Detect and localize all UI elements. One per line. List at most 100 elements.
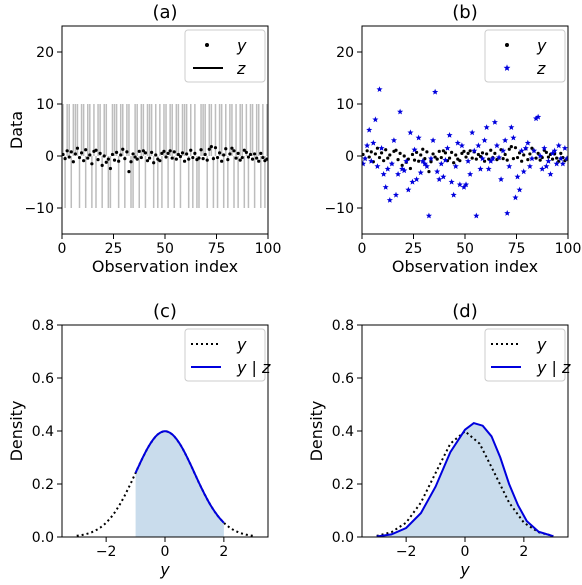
y-point bbox=[207, 147, 211, 151]
y-tick-label: 0.8 bbox=[332, 318, 354, 334]
z-point bbox=[364, 142, 371, 149]
y-point bbox=[530, 146, 534, 150]
y-point bbox=[478, 154, 483, 159]
z-point bbox=[465, 158, 472, 164]
y-point bbox=[257, 159, 261, 163]
z-point bbox=[547, 171, 554, 177]
x-tick-label: 25 bbox=[105, 241, 123, 257]
z-point bbox=[456, 181, 463, 188]
y-point bbox=[230, 146, 234, 150]
z-point bbox=[463, 181, 470, 188]
y-point bbox=[170, 156, 174, 160]
y-point bbox=[408, 166, 413, 171]
y-point bbox=[62, 152, 65, 157]
z-point bbox=[485, 165, 492, 172]
y-point bbox=[199, 148, 203, 152]
y-point bbox=[222, 153, 226, 157]
y-tick-label: 0.0 bbox=[32, 530, 54, 546]
y-point bbox=[377, 155, 382, 160]
z-point bbox=[428, 155, 435, 162]
panel-c: (c) −2 0 2 0.8 0.6 0.4 0.2 0.0 y Density y y | z bbox=[7, 301, 271, 579]
y-point bbox=[379, 151, 384, 155]
y-point bbox=[180, 151, 185, 155]
y-point bbox=[178, 154, 183, 159]
z-point bbox=[392, 191, 399, 198]
y-point bbox=[102, 154, 106, 158]
y-point bbox=[255, 156, 259, 160]
z-point bbox=[498, 176, 505, 182]
y-point bbox=[100, 163, 104, 167]
z-point bbox=[512, 194, 519, 201]
y-point bbox=[419, 153, 423, 157]
y-point bbox=[441, 149, 445, 153]
density-fill bbox=[376, 423, 554, 537]
plot-area bbox=[376, 421, 554, 537]
legend: yz bbox=[184, 29, 266, 83]
z-point bbox=[370, 139, 377, 146]
legend-label: z bbox=[236, 59, 246, 78]
panel-title: (d) bbox=[452, 301, 477, 322]
z-point bbox=[502, 137, 509, 143]
y-point bbox=[121, 147, 125, 151]
legend-frame bbox=[184, 29, 266, 83]
z-point bbox=[524, 139, 531, 146]
x-tick-label: 0 bbox=[161, 544, 170, 560]
y-point bbox=[534, 156, 538, 160]
y-tick-label: 0.8 bbox=[32, 318, 54, 334]
z-point bbox=[553, 160, 560, 167]
y-point bbox=[503, 152, 507, 157]
y-point bbox=[406, 157, 410, 161]
y-point bbox=[487, 157, 491, 161]
z-point bbox=[446, 132, 453, 138]
z-point bbox=[495, 154, 502, 161]
y-point bbox=[423, 157, 427, 161]
y-point bbox=[470, 156, 474, 160]
y-point bbox=[412, 158, 417, 162]
z-point bbox=[384, 165, 391, 172]
y-point bbox=[182, 159, 187, 163]
z-point bbox=[458, 142, 465, 149]
y-tick-label: 0.2 bbox=[32, 477, 54, 493]
z-point bbox=[514, 173, 521, 180]
y-point bbox=[511, 157, 516, 161]
z-point bbox=[362, 160, 367, 167]
y-tick-label: 20 bbox=[336, 45, 354, 61]
y-point bbox=[63, 157, 67, 161]
y-point bbox=[158, 159, 162, 163]
y-point bbox=[507, 147, 511, 151]
y-point bbox=[468, 149, 472, 153]
y-point bbox=[197, 156, 201, 160]
y-axis-label: Density bbox=[307, 401, 326, 462]
z-point bbox=[563, 155, 568, 162]
y-tick-label: 0.6 bbox=[32, 371, 54, 387]
z-point bbox=[510, 134, 517, 141]
y-point bbox=[176, 152, 180, 157]
y-point bbox=[164, 155, 168, 159]
y-point bbox=[538, 158, 542, 162]
y-point bbox=[166, 151, 170, 155]
x-tick-label: −2 bbox=[396, 544, 417, 560]
plot-area bbox=[76, 430, 254, 537]
x-tick-label: 2 bbox=[219, 544, 228, 560]
z-point bbox=[489, 155, 496, 162]
y-tick-label: 0 bbox=[45, 149, 54, 165]
y-axis-label: Data bbox=[7, 111, 26, 149]
legend-frame bbox=[484, 29, 566, 83]
z-point bbox=[438, 160, 445, 167]
y-point bbox=[362, 152, 365, 157]
y-point bbox=[203, 152, 207, 157]
y-point bbox=[520, 159, 524, 163]
y-point bbox=[236, 151, 240, 155]
y-point bbox=[398, 151, 402, 155]
y-point bbox=[386, 156, 390, 160]
z-point bbox=[516, 186, 523, 193]
legend: y y | z bbox=[484, 328, 571, 382]
z-point bbox=[539, 165, 546, 172]
legend-label: y bbox=[236, 335, 247, 354]
z-point bbox=[417, 169, 424, 176]
y-point bbox=[462, 149, 466, 153]
y-point bbox=[133, 155, 137, 159]
x-tick-label: −2 bbox=[96, 544, 117, 560]
y-point bbox=[168, 149, 172, 153]
